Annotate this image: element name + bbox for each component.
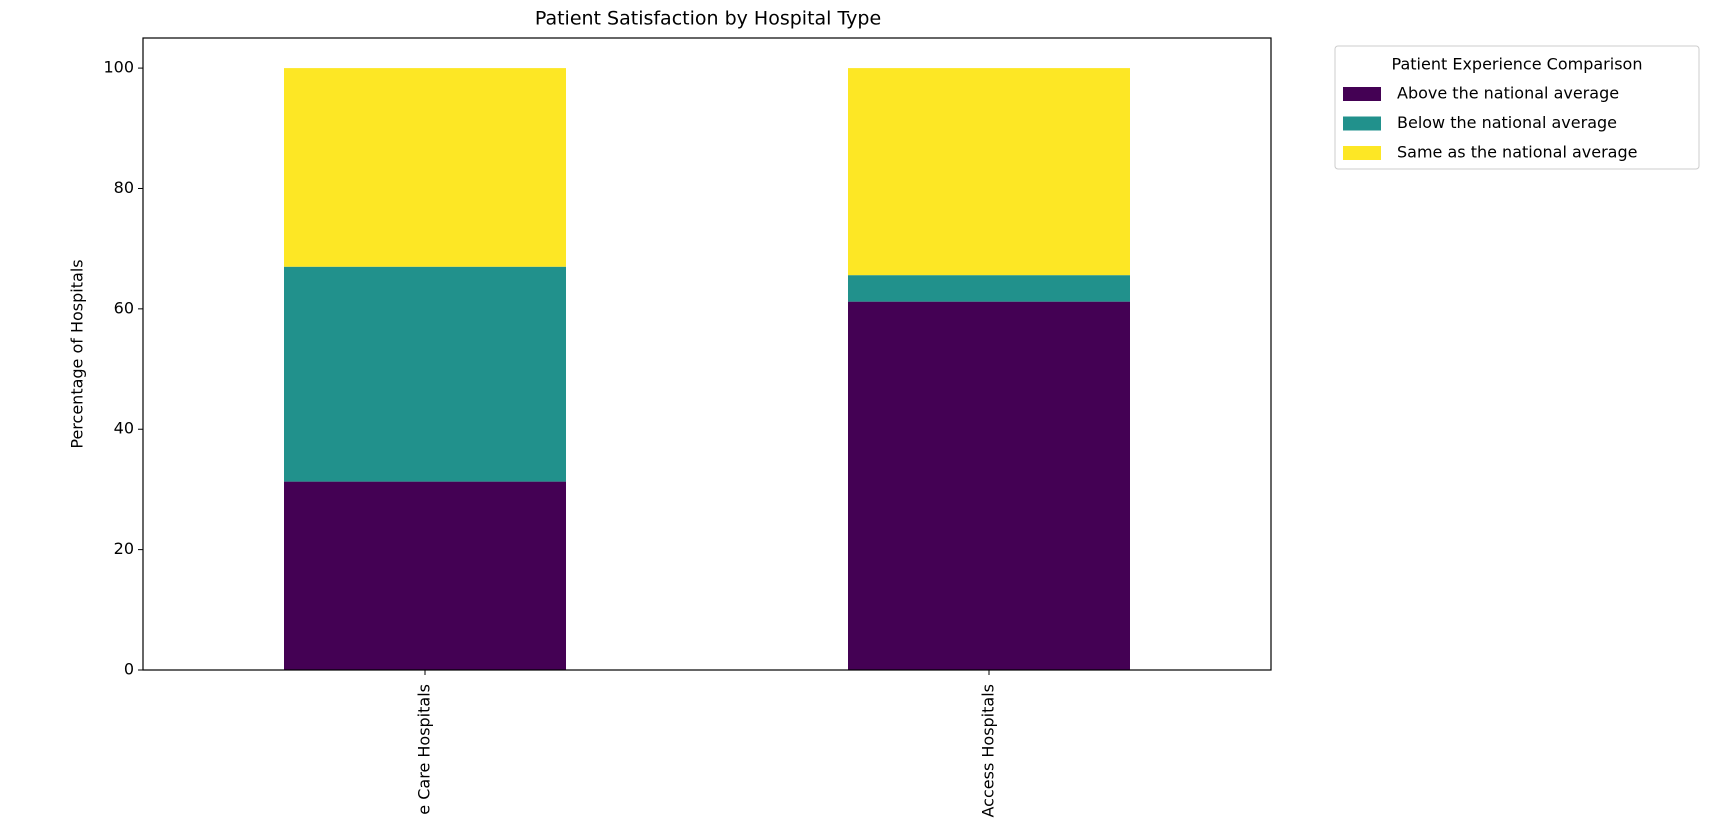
x-tick-label: Access Hospitals	[979, 684, 998, 817]
y-axis-label: Percentage of Hospitals	[68, 259, 87, 448]
y-tick-label: 100	[103, 58, 134, 77]
y-tick-label: 80	[114, 178, 134, 197]
legend-swatch	[1343, 87, 1381, 101]
bar-segment	[848, 68, 1130, 276]
legend-box	[1334, 45, 1700, 170]
plot-frame	[142, 37, 1272, 671]
y-tick-label: 60	[114, 298, 134, 317]
y-tick-label: 0	[124, 660, 134, 679]
bar-segment	[848, 275, 1130, 302]
legend-swatch	[1343, 116, 1381, 131]
legend-label: Below the national average	[1397, 113, 1617, 132]
legend-swatch	[1343, 146, 1381, 160]
bar-segment	[284, 266, 566, 482]
bar-segment	[848, 301, 1130, 670]
y-tick-label: 20	[114, 539, 134, 558]
legend-label: Same as the national average	[1397, 143, 1637, 162]
bar-segment	[284, 481, 566, 670]
x-tick-label: e Care Hospitals	[415, 684, 434, 815]
chart-title: Patient Satisfaction by Hospital Type	[535, 8, 881, 30]
bar-segment	[284, 68, 566, 267]
legend-title: Patient Experience Comparison	[1392, 55, 1643, 74]
y-tick-label: 40	[114, 419, 134, 438]
legend-label: Above the national average	[1397, 84, 1619, 103]
